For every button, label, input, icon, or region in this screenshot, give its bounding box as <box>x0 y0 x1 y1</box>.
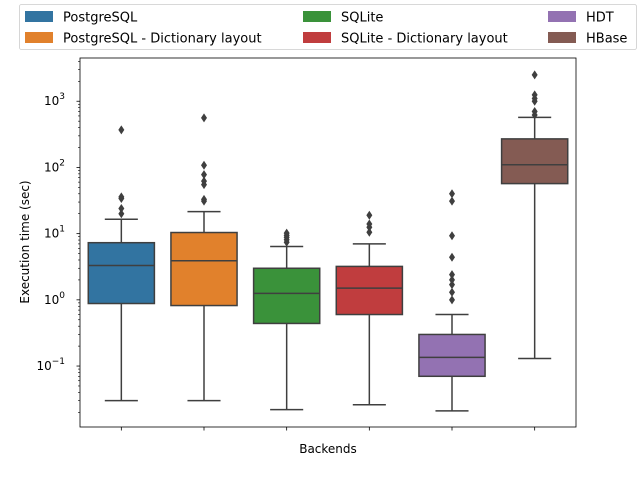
box-group <box>87 125 156 402</box>
outlier-point <box>449 189 455 199</box>
box-group <box>170 113 238 402</box>
legend-label: PostgreSQL <box>63 11 138 26</box>
outlier-point <box>449 231 455 241</box>
outlier-point <box>118 192 125 202</box>
outlier-point <box>118 209 125 219</box>
legend-label: HBase <box>586 32 627 47</box>
legend: PostgreSQL SQLite HDT PostgreSQL - Dictiona… <box>19 4 637 50</box>
legend-item: SQLite - Dictionary layout <box>303 32 508 47</box>
outlier-point <box>118 125 125 135</box>
outlier-point <box>449 287 455 297</box>
outlier-point <box>366 219 373 229</box>
box <box>170 231 238 307</box>
legend-label: PostgreSQL - Dictionary layout <box>63 32 262 47</box>
legend-swatch <box>548 11 576 22</box>
legend-item: SQLite <box>303 11 383 26</box>
y-tick-exponent: 3 <box>59 92 65 102</box>
legend-item: HBase <box>548 32 627 47</box>
box <box>335 265 404 316</box>
box-group <box>252 228 321 411</box>
outlier-point <box>201 113 207 123</box>
legend-item: PostgreSQL <box>25 11 138 26</box>
legend-item: PostgreSQL - Dictionary layout <box>25 32 262 47</box>
legend-label: SQLite <box>341 11 383 26</box>
outlier-point <box>201 170 207 180</box>
box <box>252 267 321 325</box>
y-tick-exponent: 0 <box>59 291 65 301</box>
legend-label: SQLite - Dictionary layout <box>341 32 508 47</box>
box-group <box>335 210 404 406</box>
y-tick-exponent: 2 <box>59 158 65 168</box>
y-axis-label: Execution time (sec) <box>18 180 32 303</box>
outlier-point <box>201 176 207 186</box>
outlier-point <box>449 280 455 290</box>
outlier-point <box>283 228 290 238</box>
outlier-point <box>449 295 455 305</box>
outlier-point <box>449 252 455 262</box>
axes-frame <box>79 57 577 428</box>
outlier-point <box>449 270 455 280</box>
box <box>500 138 569 185</box>
outlier-point <box>366 227 373 237</box>
legend-swatch <box>25 32 53 43</box>
outlier-point <box>449 275 455 285</box>
legend-swatch <box>303 11 331 22</box>
box <box>418 333 486 378</box>
box-group <box>500 70 569 360</box>
legend-swatch <box>548 32 576 43</box>
box <box>87 241 156 305</box>
y-tick-exponent: −1 <box>52 357 65 367</box>
legend-swatch <box>303 32 331 43</box>
outlier-point <box>531 106 538 116</box>
box-group <box>418 189 486 412</box>
legend-item: HDT <box>548 11 614 26</box>
outlier-point <box>201 194 207 204</box>
legend-swatch <box>25 11 53 22</box>
outlier-point <box>449 196 455 206</box>
outlier-point <box>366 210 373 220</box>
x-axis <box>120 427 536 431</box>
legend-frame <box>19 4 637 50</box>
outlier-point <box>118 203 125 213</box>
legend-label: HDT <box>586 11 614 26</box>
outlier-point <box>201 160 207 170</box>
outlier-point <box>531 90 538 100</box>
boxes-layer <box>87 70 569 412</box>
outlier-point <box>531 70 538 80</box>
y-tick-exponent: 1 <box>59 225 65 235</box>
x-axis-label: Backends <box>299 442 357 456</box>
